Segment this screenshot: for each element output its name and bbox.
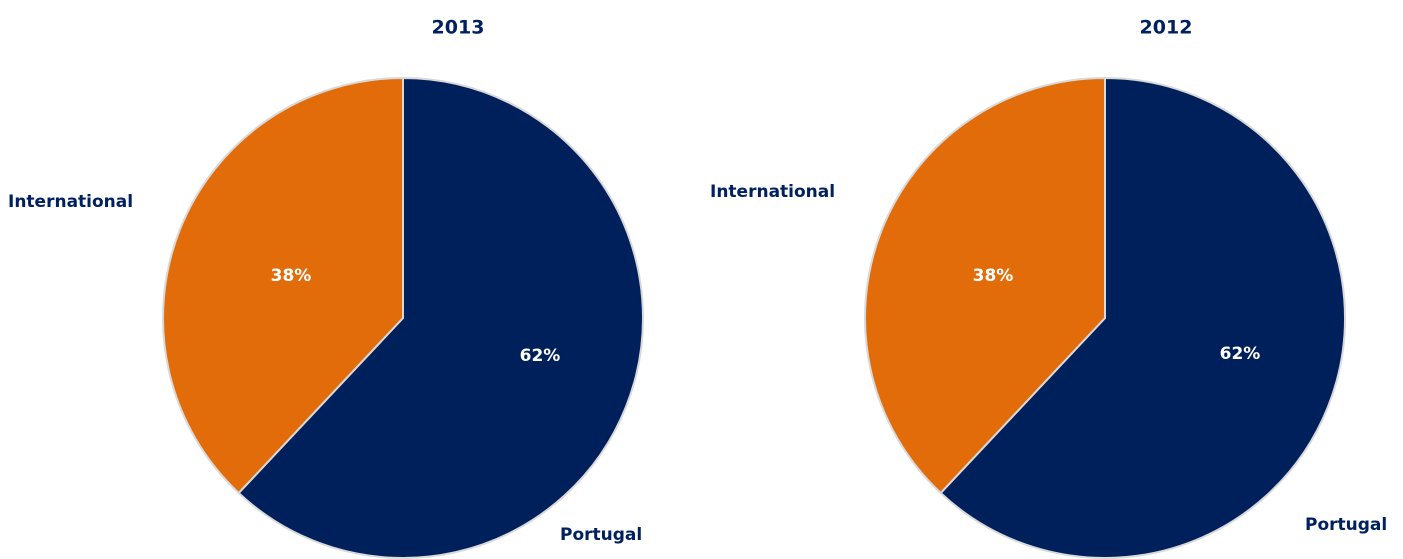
chart-title: 2012 bbox=[1140, 17, 1193, 39]
category-label: Portugal bbox=[560, 525, 642, 545]
pie-slice bbox=[939, 76, 1346, 559]
category-label: International bbox=[8, 192, 133, 212]
category-label: International bbox=[710, 182, 835, 202]
pie-slice bbox=[864, 76, 1106, 495]
data-label: 38% bbox=[271, 266, 312, 286]
pie-slice bbox=[162, 76, 404, 495]
data-label: 62% bbox=[520, 346, 561, 366]
category-label: Portugal bbox=[1305, 515, 1387, 535]
pie-slice bbox=[237, 76, 644, 559]
chart-title: 2013 bbox=[432, 17, 485, 39]
data-label: 38% bbox=[973, 266, 1014, 286]
data-label: 62% bbox=[1220, 344, 1261, 364]
